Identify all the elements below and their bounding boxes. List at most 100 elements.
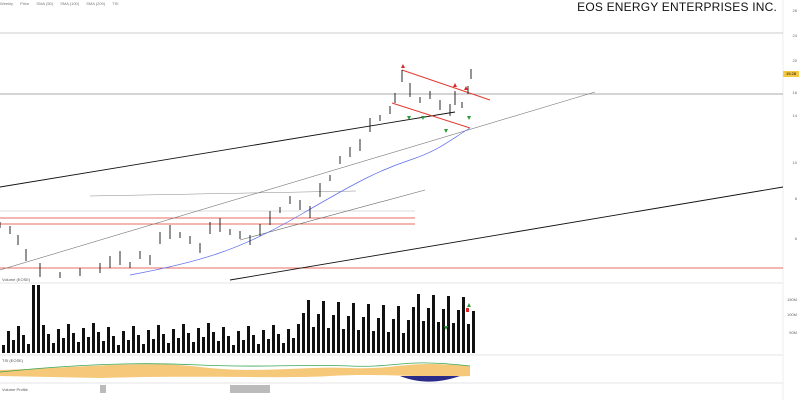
price-axis-label: 20 [792,58,797,63]
volume-bar [292,338,295,353]
volume-bar [27,344,30,353]
bottom-pane-label: Volume Profile [2,387,28,392]
company-title: EOS ENERGY ENTERPRISES INC. [577,0,777,14]
volume-bar [367,304,370,353]
volume-bar [37,285,40,353]
volume-bar [347,316,350,353]
volume-bar [387,332,390,353]
volume-bar [377,318,380,353]
volume-bar [2,345,5,353]
oscillator-line [0,362,471,373]
volume-bar [172,329,175,353]
volume-bar [462,297,465,353]
trend-line [239,189,426,241]
volume-bar [122,331,125,353]
volume-bar [132,326,135,353]
price-axis-label: 16 [792,90,797,95]
volume-bar [22,335,25,353]
volume-bar [142,344,145,353]
volume-bar [162,334,165,353]
volume-bar [257,344,260,353]
volume-bar [247,326,250,353]
volume-bar [217,341,220,353]
volume-bar [417,294,420,353]
oscillator-pane-label: TSI (EOSE) [2,358,24,363]
down-arrow-icon [464,86,468,90]
volume-bar [147,330,150,353]
volume-bar [322,301,325,353]
legend-sma50[interactable]: SMA (50) [36,1,54,6]
volume-bar [17,326,20,353]
volume-bar [402,333,405,353]
legend-sma200[interactable]: SMA (200) [86,1,106,6]
volume-bar [352,303,355,353]
volume-bar [397,306,400,353]
volume-bar [382,305,385,353]
volume-bar [167,343,170,353]
price-axis-label: 26 [792,8,797,13]
flag-line [401,69,491,101]
price-axis-label: 14 [792,113,797,118]
volume-bar [327,328,330,353]
up-arrow-icon [444,129,448,133]
trend-line [89,190,357,197]
volume-bar [207,323,210,353]
price-axis-label: 10 [792,160,797,165]
volume-bar [297,324,300,353]
volume-bar [177,338,180,353]
volume-marker [466,308,469,312]
volume-bar [267,339,270,353]
legend-tsi[interactable]: TSI [112,1,119,6]
volume-bar [32,285,35,353]
volume-bar [372,331,375,353]
volume-bar [422,321,425,353]
volume-bar [127,340,130,353]
volume-bar [192,342,195,353]
volume-bar [407,320,410,353]
volume-bar [442,309,445,353]
flag-line [391,102,471,129]
volume-bar [457,310,460,353]
volume-profile-block [100,385,106,393]
volume-bar [447,296,450,353]
volume-bar [427,308,430,353]
volume-bar [52,343,55,353]
oscillator-fill [400,376,460,382]
up-arrow-icon [467,303,471,307]
volume-bar [312,327,315,353]
volume-bar [222,327,225,353]
trend-line [0,91,596,271]
sma-line [129,127,471,276]
down-arrow-icon [401,64,405,68]
legend-sma100[interactable]: SMA (100) [60,1,80,6]
legend-price[interactable]: Price [20,1,30,6]
volume-bar [392,319,395,353]
volume-bar [287,329,290,353]
legend-weekly[interactable]: Weekly [0,1,14,6]
oscillator-fill [0,364,470,378]
volume-bar [362,317,365,353]
volume-bar [412,307,415,353]
up-arrow-icon [444,326,448,330]
volume-bar [237,331,240,353]
price-axis-label: 6 [794,236,797,241]
volume-pane-label: Volume (EOSE) [2,277,31,282]
up-arrow-icon [407,116,411,120]
volume-bar [262,330,265,353]
volume-bar [307,300,310,353]
price-axis-label: 24 [792,33,797,38]
volume-bar [332,315,335,353]
volume-bar [302,313,305,353]
volume-bar [92,323,95,353]
volume-bar [187,333,190,353]
volume-bar [317,314,320,353]
price-axis-label: 8 [794,196,797,201]
volume-bar [67,324,70,353]
volume-bar [197,328,200,353]
volume-axis-label: 150M [786,297,797,302]
volume-bar [152,339,155,353]
chart-legend-bar: Weekly Price SMA (50) SMA (100) SMA (200… [0,0,560,8]
volume-bar [212,332,215,353]
volume-bar [467,324,470,353]
